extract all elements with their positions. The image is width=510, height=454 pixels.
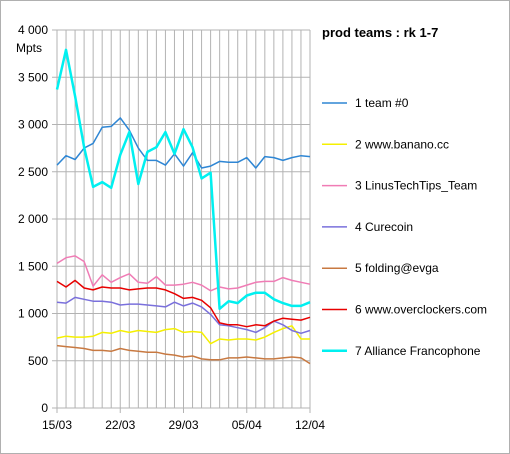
- x-tick-label: 15/03: [42, 418, 72, 432]
- chart-title: prod teams : rk 1-7: [322, 25, 438, 40]
- y-axis-ticks: 0 500 1 000 1 500 2 000 2 500 3 000 3 500 4 000: [18, 23, 57, 415]
- x-tick-label: 22/03: [105, 418, 135, 432]
- x-tick-label: 29/03: [168, 418, 198, 432]
- y-tick-label: 3 000: [18, 118, 48, 132]
- y-tick-label: 3 500: [18, 70, 48, 84]
- y-tick-label: 1 000: [18, 307, 48, 321]
- legend-label-1: 1 team #0: [355, 96, 409, 110]
- y-tick-label: 2 000: [18, 212, 48, 226]
- y-tick-label: 1 500: [18, 259, 48, 273]
- series-line-3: [56, 255, 311, 292]
- x-tick-label: 12/04: [295, 418, 325, 432]
- legend: 1 team #0 2 www.banano.cc 3 LinusTechTips_…: [322, 96, 487, 358]
- legend-label-4: 4 Curecoin: [355, 220, 413, 234]
- y-axis-label: Mpts: [16, 41, 42, 55]
- axes: [56, 30, 310, 409]
- y-tick-label: 2 500: [18, 165, 48, 179]
- x-tick-label: 05/04: [232, 418, 262, 432]
- series-line-4: [56, 296, 311, 335]
- legend-label-7: 7 Alliance Francophone: [355, 344, 481, 358]
- legend-label-6: 6 www.overclockers.com: [355, 303, 487, 317]
- x-axis-ticks: 15/03 22/03 29/03 05/04 12/04: [42, 408, 325, 432]
- series-line-1: [56, 117, 311, 169]
- series-line-6: [56, 279, 311, 328]
- gridlines: [56, 29, 311, 409]
- legend-label-2: 2 www.banano.cc: [355, 137, 449, 151]
- series-line-7: [55, 48, 311, 311]
- series-lines: [55, 48, 311, 365]
- series-line-5: [56, 344, 311, 365]
- y-tick-label: 0: [41, 401, 48, 415]
- series-line-2: [56, 325, 310, 345]
- y-tick-label: 4 000: [18, 23, 48, 37]
- legend-label-3: 3 LinusTechTips_Team: [355, 179, 477, 193]
- legend-label-5: 5 folding@evga: [355, 261, 439, 275]
- y-tick-label: 500: [28, 354, 48, 368]
